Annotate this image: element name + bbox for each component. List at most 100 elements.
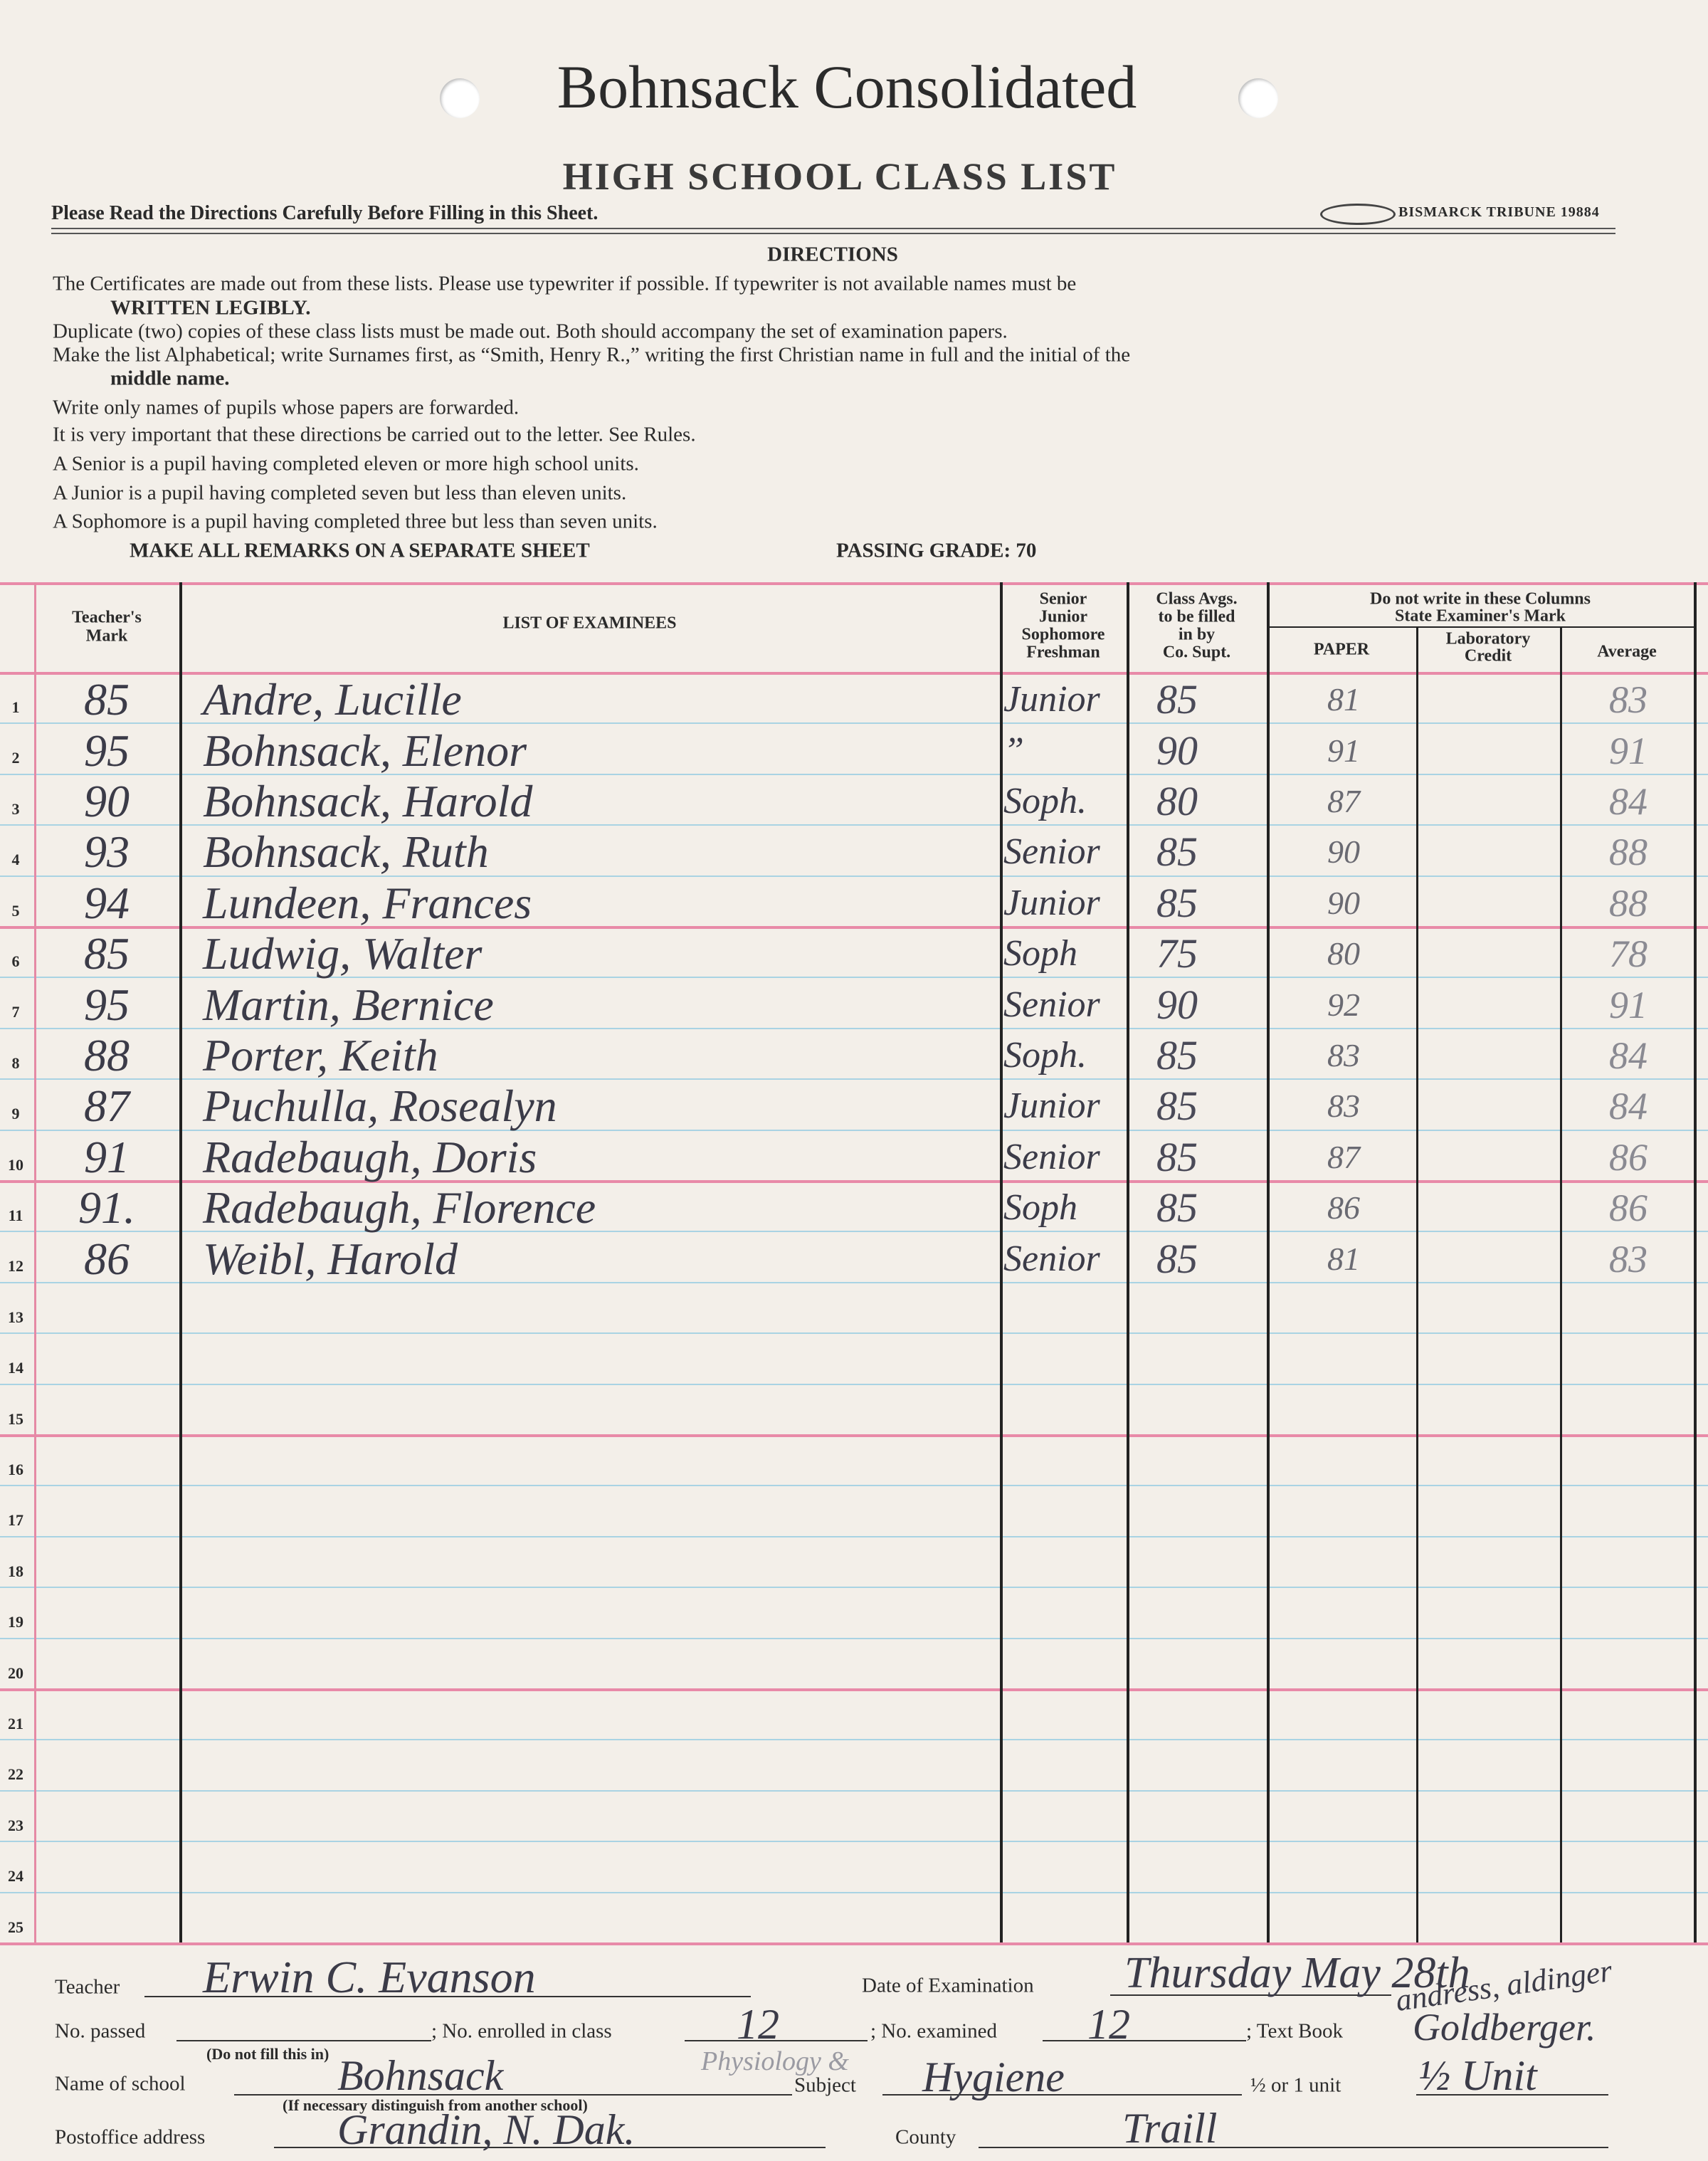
column-line [1127, 582, 1129, 1942]
examinee-name: Bohnsack, Elenor [203, 725, 527, 776]
blue-rule [0, 722, 1708, 725]
pink-rule [0, 1434, 1708, 1437]
examiner-average: 83 [1609, 678, 1648, 722]
row-number: 9 [11, 1105, 20, 1123]
school-label: Name of school [55, 2072, 186, 2096]
textbook: Goldberger. [1413, 2006, 1596, 2049]
blue-rule [0, 1637, 1708, 1639]
row-number: 22 [8, 1765, 23, 1784]
class-level: Senior [1003, 984, 1100, 1025]
column-line [1560, 626, 1562, 1942]
examinee-name: Lundeen, Frances [203, 877, 532, 928]
header-class-avgs: to be filled [1158, 607, 1235, 626]
paper-mark: 80 [1327, 935, 1360, 972]
examinee-name: Bohnsack, Ruth [203, 826, 489, 878]
date: Thursday May 28th [1124, 1949, 1470, 1997]
column-line [1267, 582, 1270, 1942]
postoffice-label: Postoffice address [55, 2125, 206, 2149]
examiner-average: 78 [1609, 932, 1648, 976]
class-average: 85 [1156, 676, 1198, 723]
blue-rule [0, 1841, 1708, 1843]
direction-line: A Sophomore is a pupil having completed … [53, 510, 658, 533]
teacher-mark: 87 [84, 1080, 130, 1132]
fill-line [176, 2040, 431, 2041]
row-number: 12 [8, 1257, 23, 1276]
blue-rule [0, 1027, 1708, 1029]
row-number: 8 [11, 1053, 20, 1072]
unit-label: ½ or 1 unit [1250, 2073, 1341, 2097]
directions-heading: DIRECTIONS [767, 243, 898, 266]
printer: BISMARCK TRIBUNE 19884 [1398, 204, 1600, 220]
blue-rule [0, 1231, 1708, 1233]
fill-line [685, 2040, 868, 2041]
school-note: (If necessary distinguish from another s… [283, 2096, 588, 2114]
class-average: 90 [1156, 981, 1198, 1028]
class-average: 90 [1156, 727, 1198, 774]
fill-line [882, 2094, 1242, 2096]
examinee-name: Radebaugh, Doris [203, 1131, 537, 1182]
class-average: 85 [1156, 1083, 1198, 1130]
textbook-label: ; Text Book [1246, 2019, 1343, 2043]
passed-note: (Do not fill this in) [206, 2045, 330, 2063]
unit: ½ Unit [1418, 2052, 1537, 2099]
blue-rule [0, 1789, 1708, 1792]
blue-rule [0, 1891, 1708, 1893]
blue-rule [0, 773, 1708, 775]
paper-mark: 92 [1327, 986, 1360, 1023]
examinee-name: Puchulla, Rosealyn [203, 1080, 557, 1132]
fill-line [979, 2147, 1608, 2148]
header-class-level: Senior [1039, 589, 1087, 609]
printer-logo [1320, 204, 1396, 225]
pink-rule [0, 1688, 1708, 1691]
class-average: 85 [1156, 879, 1198, 926]
class-average: 85 [1156, 829, 1198, 876]
teacher-mark: 90 [84, 776, 130, 827]
examinee-name: Radebaugh, Florence [203, 1182, 596, 1234]
class-level: Junior [1003, 882, 1100, 923]
examined-label: ; No. examined [870, 2019, 997, 2043]
header-class-avgs: in by [1178, 625, 1216, 644]
direction-line: Make the list Alphabetical; write Surnam… [53, 343, 1131, 367]
header-paper: PAPER [1313, 640, 1370, 659]
teacher-mark: 94 [84, 877, 130, 928]
form-title: HIGH SCHOOL CLASS LIST [562, 155, 1117, 198]
examinee-name: Martin, Bernice [203, 979, 494, 1030]
row-number: 11 [8, 1206, 23, 1224]
pink-rule [0, 1942, 1708, 1945]
paper-mark: 90 [1327, 834, 1360, 871]
row-number: 1 [11, 698, 20, 716]
paper-mark: 91 [1327, 732, 1360, 769]
pink-rule [0, 672, 1708, 675]
header-rule [1267, 626, 1694, 628]
row-number: 24 [8, 1867, 23, 1886]
examinee-name: Weibl, Harold [203, 1233, 458, 1284]
examinee-name: Bohnsack, Harold [203, 776, 533, 827]
paper-mark: 87 [1327, 783, 1360, 820]
direction-line: WRITTEN LEGIBLY. [110, 296, 311, 320]
examinee-name: Ludwig, Walter [203, 928, 483, 979]
examiner-average: 86 [1609, 1135, 1648, 1179]
teacher-label: Teacher [55, 1975, 120, 1999]
teacher-mark: 85 [84, 674, 130, 725]
examiner-average: 86 [1609, 1187, 1648, 1230]
header-average: Average [1597, 642, 1657, 661]
teacher-mark: 86 [84, 1233, 130, 1284]
class-average: 85 [1156, 1184, 1198, 1231]
row-number: 19 [8, 1613, 23, 1631]
class-level: Senior [1003, 1136, 1100, 1177]
teacher: Erwin C. Evanson [203, 1952, 536, 2002]
column-line [1694, 582, 1697, 1942]
class-level: Junior [1003, 679, 1100, 720]
passing-grade: PASSING GRADE: 70 [836, 539, 1037, 562]
postoffice: Grandin, N. Dak. [337, 2106, 636, 2153]
fill-line [234, 2094, 792, 2096]
header-examiner: Do not write in these Columns [1370, 589, 1591, 609]
county-label: County [895, 2125, 956, 2149]
class-level: Soph [1003, 1187, 1077, 1229]
row-number: 10 [8, 1155, 23, 1174]
blue-rule [0, 824, 1708, 826]
column-line [1000, 582, 1003, 1942]
rule [51, 228, 1615, 229]
county: Traill [1122, 2105, 1218, 2152]
blue-rule [0, 1485, 1708, 1487]
